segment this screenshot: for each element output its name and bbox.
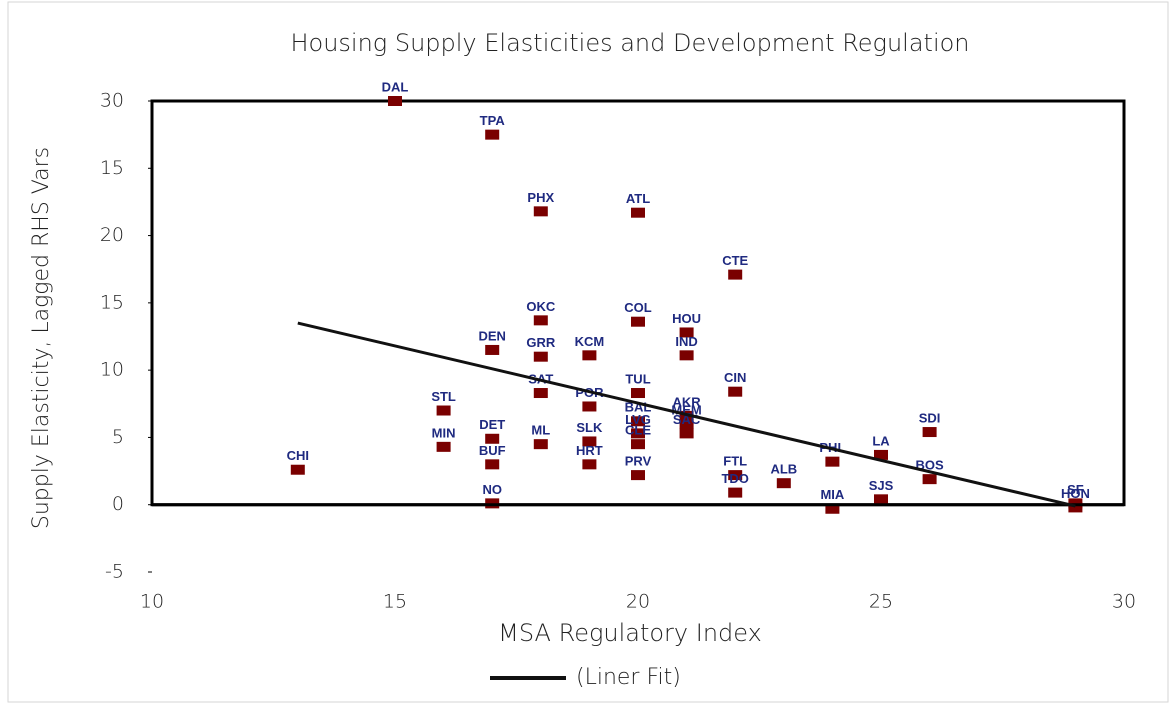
point: [631, 470, 645, 481]
point: [728, 470, 743, 481]
point-label: HRT: [576, 443, 603, 458]
point: [631, 428, 645, 439]
y-tick-label: -5: [105, 561, 124, 583]
point: [776, 478, 791, 489]
point-label: PRV: [625, 454, 652, 469]
point: [533, 206, 548, 217]
point-label: MIA: [820, 487, 844, 502]
point-label: HON: [1061, 486, 1090, 501]
point: [533, 388, 548, 399]
point-label: TPA: [480, 113, 506, 128]
point-label: SDI: [919, 410, 941, 425]
point: [485, 459, 500, 470]
y-tick-label: 30: [100, 90, 124, 112]
point-label: SJS: [869, 478, 894, 493]
point-label: IND: [675, 334, 697, 349]
point-label: CLE: [625, 423, 651, 438]
point-label: DAL: [382, 79, 409, 94]
point: [679, 418, 694, 429]
point-label: MIN: [432, 425, 456, 440]
point: [1068, 502, 1083, 513]
point: [582, 401, 597, 412]
x-tick-label: 25: [869, 591, 893, 613]
point: [631, 207, 645, 218]
point-label: TDO: [721, 471, 748, 486]
point-label: DET: [479, 417, 505, 432]
y-tick-label: 10: [100, 359, 124, 381]
point: [533, 351, 548, 362]
point: [728, 269, 743, 280]
point: [825, 456, 840, 467]
point: [631, 416, 645, 427]
y-tick-label: 15: [100, 291, 124, 313]
point: [533, 439, 548, 450]
point-label: DEN: [478, 328, 505, 343]
point-label: ALB: [770, 462, 797, 477]
point: [582, 436, 597, 447]
legend-label: (Liner Fit): [576, 665, 681, 690]
page-border: [7, 1, 1169, 703]
point: [485, 344, 500, 355]
y-tick-label: 5: [112, 426, 124, 448]
point-label: GRR: [526, 335, 556, 350]
point: [631, 439, 645, 450]
point-label: CTE: [722, 253, 748, 268]
point: [436, 441, 451, 452]
point-label: LA: [872, 433, 890, 448]
point-label: PHX: [527, 190, 554, 205]
x-axis-label: MSA Regulatory Index: [498, 619, 762, 647]
point: [679, 428, 694, 439]
point: [290, 464, 305, 475]
point: [436, 405, 451, 416]
x-tick-label: 30: [1112, 591, 1136, 613]
point: [825, 503, 840, 514]
point-label: FTL: [723, 454, 747, 469]
point: [582, 350, 597, 361]
point: [728, 386, 743, 397]
point: [679, 327, 694, 338]
point: [874, 494, 888, 505]
point-label: ML: [531, 423, 550, 438]
x-tick-label: 15: [383, 591, 407, 613]
point-label: ATL: [626, 191, 650, 206]
point-label: HOU: [672, 311, 701, 326]
point: [728, 487, 743, 498]
y-tick-label: 20: [100, 224, 124, 246]
point: [874, 449, 888, 460]
y-tick-label: 0: [112, 493, 124, 515]
point-label: KCM: [575, 334, 605, 349]
point: [485, 433, 500, 444]
point: [922, 474, 937, 485]
y-axis-label: Supply Elasticity, Lagged RHS Vars: [29, 147, 54, 529]
x-tick-label: 20: [626, 591, 650, 613]
point: [631, 388, 645, 399]
point-label: SF: [1067, 482, 1084, 497]
point-label: NO: [482, 482, 502, 497]
point-label: CHI: [287, 448, 309, 463]
point-label: CIN: [724, 370, 746, 385]
x-tick-label: 10: [140, 591, 164, 613]
point-label: STL: [431, 389, 456, 404]
point-label: SLK: [576, 420, 603, 435]
point: [679, 350, 694, 361]
point: [582, 459, 597, 470]
point-label: LVG: [625, 412, 651, 427]
point: [533, 315, 548, 326]
point: [485, 129, 500, 140]
point: [922, 427, 937, 438]
point-label: COL: [624, 300, 652, 315]
point-label: OKC: [526, 299, 556, 314]
point-label: AKR: [673, 394, 702, 409]
point: [388, 96, 402, 106]
point-label: TUL: [625, 371, 650, 386]
chart-title: Housing Supply Elasticities and Developm…: [290, 29, 969, 57]
point-label: BUF: [479, 443, 506, 458]
point: [631, 316, 645, 327]
fit-line: [297, 321, 1076, 508]
y-tick-label: 15: [100, 157, 124, 179]
